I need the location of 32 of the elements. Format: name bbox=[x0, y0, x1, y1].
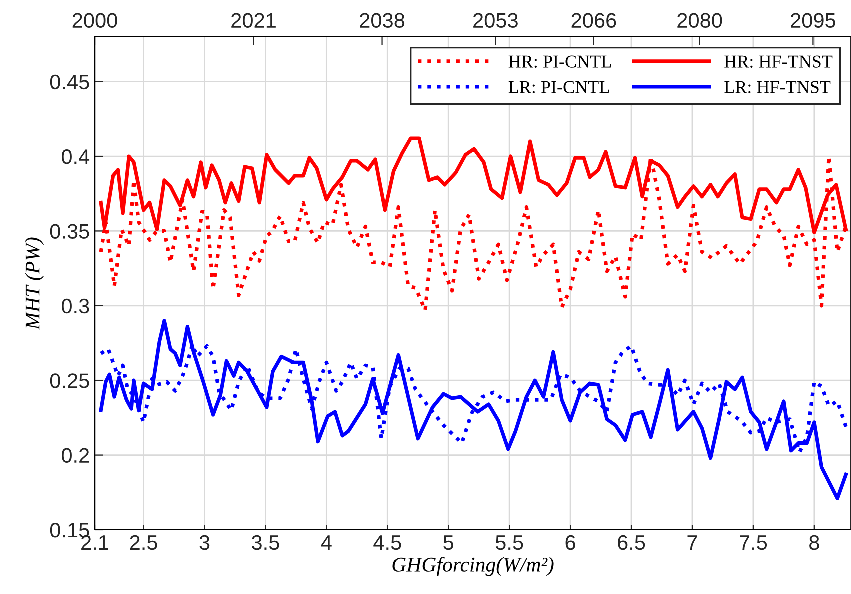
x-tick-label: 3 bbox=[200, 535, 210, 550]
x-tick-label: 4 bbox=[321, 536, 332, 550]
x2-tick-label: 2095 bbox=[791, 13, 836, 28]
y-tick-label: 0.4 bbox=[62, 150, 90, 164]
legend-label: LR: HF-TNST bbox=[724, 81, 831, 94]
x-axis-title: GHGforcing(W/m²) bbox=[392, 557, 554, 576]
y-tick-label: 0.3 bbox=[62, 298, 90, 314]
x-tick-label: 6.5 bbox=[618, 535, 646, 550]
x-tick-label: 5 bbox=[444, 536, 454, 550]
x-tick-label: 3.5 bbox=[252, 535, 280, 550]
x2-tick-label: 2000 bbox=[72, 13, 118, 28]
line-series bbox=[99, 319, 848, 500]
y-tick-label: 0.25 bbox=[50, 374, 90, 388]
legend-label: HR: HF-TNST bbox=[724, 56, 833, 68]
y-axis-title: MHT (PW) bbox=[25, 238, 44, 330]
legend-label: HR: PI-CNTL bbox=[508, 56, 612, 68]
x-tick-label: 7.5 bbox=[740, 536, 768, 550]
x-tick-label: 6 bbox=[566, 535, 576, 550]
x-tick-label: 5.5 bbox=[496, 536, 524, 550]
x-tick-label: 7 bbox=[688, 536, 698, 550]
y-tick-label: 0.35 bbox=[50, 224, 90, 239]
x2-tick-label: 2053 bbox=[474, 13, 518, 28]
x-tick-label: 4.5 bbox=[374, 536, 402, 550]
x2-tick-label: 2066 bbox=[572, 13, 616, 28]
x2-tick-label: 2080 bbox=[678, 13, 722, 28]
legend-label: LR: PI-CNTL bbox=[508, 81, 610, 94]
x2-tick-label: 2038 bbox=[360, 13, 405, 28]
x2-tick-label: 2021 bbox=[232, 13, 276, 28]
x-tick-label: 2.5 bbox=[130, 535, 158, 550]
y-tick-label: 0.2 bbox=[62, 448, 90, 464]
y-tick-label: 0.45 bbox=[50, 74, 90, 90]
x-tick-label: 8 bbox=[810, 535, 820, 550]
